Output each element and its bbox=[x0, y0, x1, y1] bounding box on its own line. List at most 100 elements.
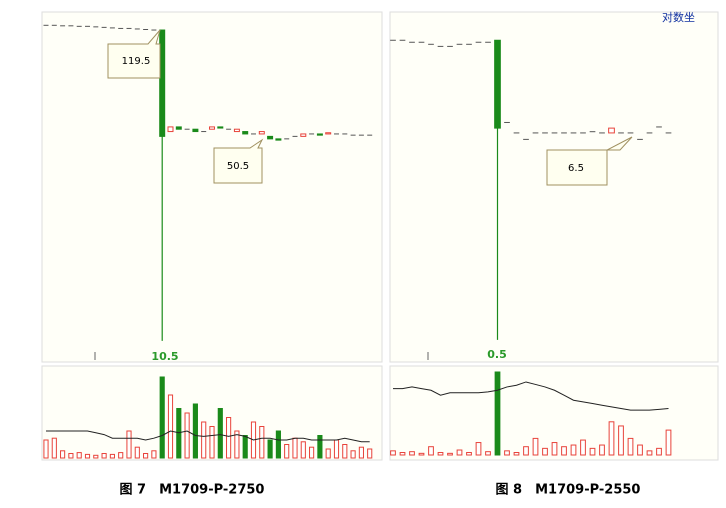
volume-bar bbox=[513, 452, 520, 456]
volume-bar bbox=[466, 452, 472, 456]
volume-bar bbox=[226, 417, 232, 459]
callout-label: 6.5 bbox=[568, 163, 584, 174]
volume-bar bbox=[242, 435, 248, 459]
volume-bar bbox=[504, 450, 510, 456]
volume-bar bbox=[184, 412, 190, 459]
candle-body bbox=[258, 131, 265, 135]
volume-bar bbox=[134, 446, 140, 459]
candle-body bbox=[494, 39, 501, 129]
volume-bar bbox=[608, 421, 615, 456]
candle-body bbox=[275, 138, 282, 141]
price-panel bbox=[389, 11, 719, 363]
volume-bar bbox=[418, 452, 425, 456]
volume-bar bbox=[143, 453, 149, 459]
volume-bar bbox=[561, 446, 567, 456]
caption: 图 8 M1709-P-2550 bbox=[496, 483, 641, 498]
low-label: 10.5 bbox=[151, 350, 178, 363]
volume-ma-line bbox=[393, 381, 669, 411]
volume-bar bbox=[167, 394, 174, 459]
volume-bar bbox=[409, 451, 415, 456]
candle-body bbox=[242, 131, 249, 135]
volume-bar bbox=[665, 429, 672, 456]
volume-bar bbox=[118, 452, 124, 459]
candle-body bbox=[167, 126, 174, 133]
candle-body bbox=[159, 29, 166, 137]
volume-bar bbox=[333, 439, 340, 459]
volume-bar bbox=[637, 444, 643, 456]
volume-bar bbox=[494, 371, 501, 456]
volume-bar bbox=[209, 426, 215, 459]
volume-bar bbox=[43, 439, 49, 459]
caption: 图 7 M1709-P-2750 bbox=[120, 483, 265, 498]
callout-box bbox=[546, 136, 633, 186]
volume-bar bbox=[201, 421, 207, 459]
callout-label: 50.5 bbox=[227, 161, 249, 172]
callout: 50.5 bbox=[213, 138, 264, 184]
volume-bar bbox=[126, 430, 132, 459]
callout-box bbox=[107, 29, 161, 79]
volume-bar bbox=[532, 437, 539, 456]
volume-bar bbox=[76, 452, 82, 459]
candle-body bbox=[175, 126, 182, 130]
volume-bar bbox=[456, 449, 463, 456]
callout-box bbox=[213, 138, 264, 184]
volume-bar bbox=[399, 452, 406, 456]
candle-body bbox=[217, 126, 224, 129]
candle-body bbox=[316, 133, 323, 136]
volume-bar bbox=[192, 403, 198, 459]
volume-bar bbox=[542, 447, 548, 456]
volume-bar bbox=[358, 446, 364, 459]
scale-label: 对数坐 bbox=[662, 10, 695, 24]
volume-bar bbox=[109, 453, 115, 459]
low-label: 0.5 bbox=[487, 348, 507, 361]
callout: 6.5 bbox=[546, 136, 633, 186]
volume-bar bbox=[93, 454, 99, 459]
volume-bar bbox=[151, 450, 157, 459]
volume-bar bbox=[217, 408, 223, 459]
candle-body bbox=[192, 128, 199, 133]
volume-bar bbox=[485, 451, 491, 456]
volume-bar bbox=[60, 450, 66, 459]
volume-bar bbox=[84, 453, 91, 459]
volume-bar bbox=[325, 448, 331, 459]
candle-body bbox=[608, 127, 615, 134]
volume-bar bbox=[101, 453, 107, 459]
candle-body bbox=[325, 132, 332, 135]
volume-bar bbox=[437, 452, 444, 456]
volume-bar bbox=[234, 430, 240, 459]
volume-bar bbox=[646, 450, 653, 456]
volume-bar bbox=[367, 448, 373, 459]
volume-bar bbox=[317, 435, 323, 459]
volume-bar bbox=[390, 450, 396, 456]
candle-body bbox=[209, 126, 215, 130]
candle-body bbox=[300, 133, 307, 137]
volume-bar bbox=[68, 453, 74, 459]
volume-bar bbox=[428, 446, 434, 456]
volume-bar bbox=[627, 437, 634, 456]
volume-bar bbox=[475, 442, 482, 456]
callout-label: 119.5 bbox=[122, 56, 151, 67]
volume-bar bbox=[259, 426, 265, 459]
volume-bar bbox=[275, 430, 281, 459]
volume-bar bbox=[300, 441, 306, 459]
volume-bar bbox=[309, 446, 315, 459]
price-panel bbox=[41, 11, 383, 363]
volume-bar bbox=[656, 447, 662, 456]
volume-bar bbox=[618, 425, 624, 456]
volume-ma-line bbox=[46, 430, 370, 443]
volume-bar bbox=[267, 439, 273, 459]
volume-bar bbox=[292, 437, 298, 459]
volume-bar bbox=[580, 439, 586, 456]
candle-body bbox=[233, 128, 240, 133]
volume-bar bbox=[447, 452, 453, 456]
volume-bar bbox=[51, 437, 57, 459]
volume-bar bbox=[599, 444, 605, 456]
volume-bar bbox=[570, 444, 577, 456]
callout: 119.5 bbox=[107, 29, 161, 79]
candle-body bbox=[267, 135, 274, 140]
volume-bar bbox=[350, 450, 356, 459]
marks bbox=[43, 24, 672, 459]
volume-bar bbox=[523, 446, 529, 456]
